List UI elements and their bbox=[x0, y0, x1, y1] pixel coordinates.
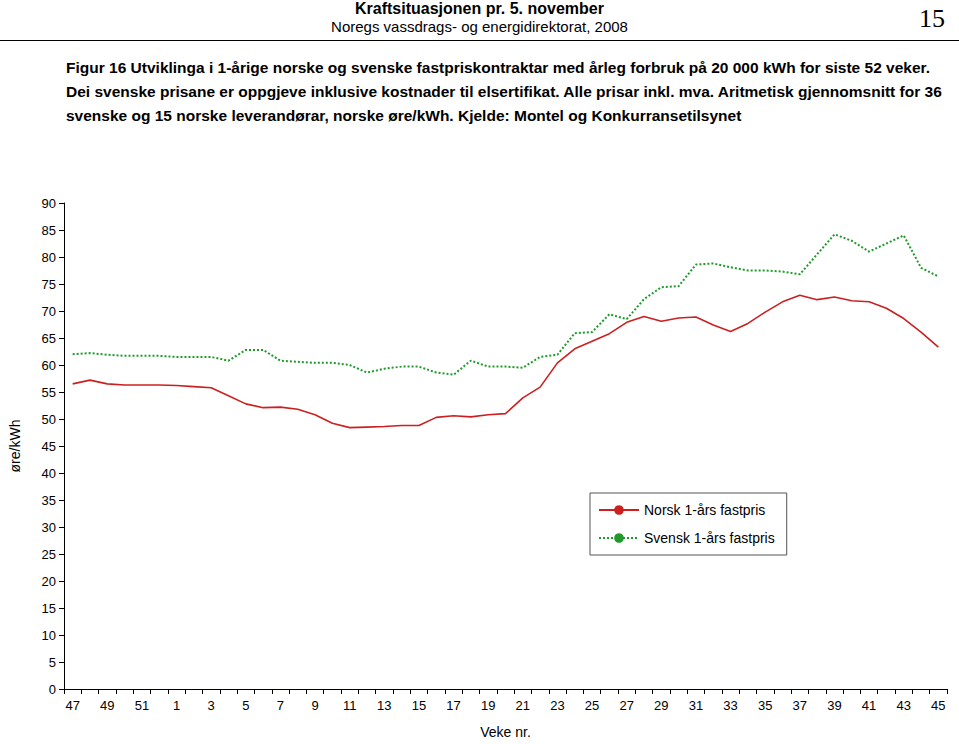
svg-text:5: 5 bbox=[242, 698, 249, 713]
svg-text:17: 17 bbox=[446, 698, 460, 713]
svg-text:15: 15 bbox=[412, 698, 426, 713]
svg-text:Veke nr.: Veke nr. bbox=[480, 724, 531, 740]
html-text:15: 15 bbox=[919, 4, 945, 33]
svg-text:40: 40 bbox=[42, 466, 56, 481]
svg-text:9: 9 bbox=[311, 698, 318, 713]
svg-text:23: 23 bbox=[550, 698, 564, 713]
svg-text:45: 45 bbox=[42, 439, 56, 454]
html-text:Noregs vassdrags- og energidir: Noregs vassdrags- og energidirektorat, 2… bbox=[331, 18, 628, 35]
svg-text:80: 80 bbox=[42, 250, 56, 265]
svg-text:3: 3 bbox=[208, 698, 215, 713]
svg-text:Svensk 1-års fastpris: Svensk 1-års fastpris bbox=[644, 530, 775, 546]
svg-text:90: 90 bbox=[42, 196, 56, 211]
html-text:Figur 16 Utviklinga i 1-årige: Figur 16 Utviklinga i 1-årige norske og … bbox=[66, 59, 942, 124]
svg-text:Norsk 1-års fastpris: Norsk 1-års fastpris bbox=[644, 502, 765, 518]
html-text:Kraftsituasjonen pr. 5. novemb: Kraftsituasjonen pr. 5. november bbox=[355, 0, 604, 17]
svg-text:11: 11 bbox=[343, 698, 357, 713]
svg-text:25: 25 bbox=[42, 547, 56, 562]
svg-text:25: 25 bbox=[585, 698, 599, 713]
svg-text:47: 47 bbox=[65, 698, 79, 713]
svg-text:10: 10 bbox=[42, 628, 56, 643]
svg-text:31: 31 bbox=[689, 698, 703, 713]
svg-text:1: 1 bbox=[173, 698, 180, 713]
svg-text:65: 65 bbox=[42, 331, 56, 346]
svg-text:49: 49 bbox=[100, 698, 114, 713]
svg-text:0: 0 bbox=[49, 682, 56, 697]
svg-text:75: 75 bbox=[42, 277, 56, 292]
svg-text:29: 29 bbox=[654, 698, 668, 713]
svg-text:20: 20 bbox=[42, 574, 56, 589]
svg-text:45: 45 bbox=[931, 698, 945, 713]
svg-text:30: 30 bbox=[42, 520, 56, 535]
svg-text:15: 15 bbox=[42, 601, 56, 616]
svg-text:13: 13 bbox=[377, 698, 391, 713]
svg-text:37: 37 bbox=[793, 698, 807, 713]
svg-text:19: 19 bbox=[481, 698, 495, 713]
svg-text:85: 85 bbox=[42, 223, 56, 238]
svg-text:øre/kWh: øre/kWh bbox=[7, 420, 23, 473]
svg-text:27: 27 bbox=[619, 698, 633, 713]
svg-text:7: 7 bbox=[277, 698, 284, 713]
svg-text:70: 70 bbox=[42, 304, 56, 319]
svg-text:43: 43 bbox=[896, 698, 910, 713]
svg-text:35: 35 bbox=[42, 493, 56, 508]
svg-text:33: 33 bbox=[723, 698, 737, 713]
svg-text:41: 41 bbox=[862, 698, 876, 713]
svg-text:51: 51 bbox=[135, 698, 149, 713]
svg-text:5: 5 bbox=[49, 655, 56, 670]
svg-text:60: 60 bbox=[42, 358, 56, 373]
svg-text:50: 50 bbox=[42, 412, 56, 427]
svg-text:21: 21 bbox=[516, 698, 530, 713]
svg-text:39: 39 bbox=[827, 698, 841, 713]
svg-text:55: 55 bbox=[42, 385, 56, 400]
svg-text:35: 35 bbox=[758, 698, 772, 713]
